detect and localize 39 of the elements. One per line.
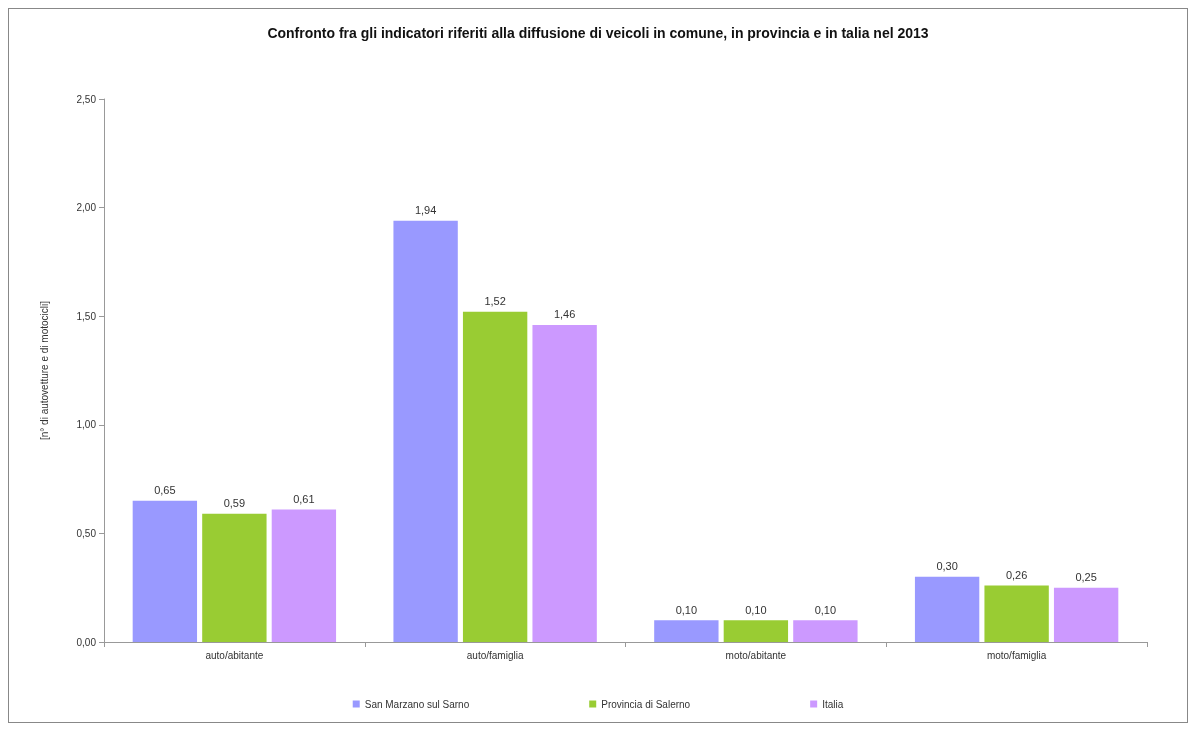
bar xyxy=(654,620,719,642)
legend-label: Provincia di Salerno xyxy=(601,698,691,710)
bar xyxy=(984,585,1049,642)
data-label: 0,26 xyxy=(1005,569,1028,582)
bar xyxy=(132,500,198,642)
bar xyxy=(462,311,528,642)
chart-title: Confronto fra gli indicatori riferiti alla diffusione di veicoli in comune, in provincia e in talia nel 2013 xyxy=(267,25,929,41)
y-tick-label: 1,50 xyxy=(76,310,97,322)
y-tick-label: 2,50 xyxy=(76,93,97,105)
bar xyxy=(1053,587,1119,642)
y-tick-label: 0,50 xyxy=(76,527,97,539)
bar xyxy=(532,324,597,642)
y-tick-label: 0,00 xyxy=(76,636,97,648)
y-tick-label: 2,00 xyxy=(76,202,97,214)
data-label: 0,30 xyxy=(936,560,958,573)
data-label: 0,10 xyxy=(814,603,837,616)
x-tick-label: moto/abitante xyxy=(725,649,787,661)
x-tick-label: auto/abitante xyxy=(205,649,264,661)
data-label: 1,46 xyxy=(553,308,576,321)
data-label: 1,52 xyxy=(484,295,506,308)
bar xyxy=(202,513,267,642)
data-label: 0,25 xyxy=(1075,571,1097,584)
bar xyxy=(914,576,980,642)
data-label: 0,59 xyxy=(223,497,246,510)
x-tick-label: moto/famiglia xyxy=(986,649,1047,661)
x-tick-label: auto/famiglia xyxy=(466,649,524,661)
data-label: 1,94 xyxy=(414,204,437,217)
y-tick-label: 1,00 xyxy=(76,419,97,431)
bar xyxy=(271,509,337,642)
bar xyxy=(393,220,458,642)
legend-label: San Marzano sul Sarno xyxy=(364,698,470,710)
data-label: 0,10 xyxy=(675,603,698,616)
data-label: 0,61 xyxy=(293,493,315,506)
bar xyxy=(793,620,858,642)
bar xyxy=(723,620,789,642)
y-axis-title: [n° di autovetture e di motocicli] xyxy=(38,300,50,441)
data-label: 0,65 xyxy=(154,484,176,497)
legend-label: Italia xyxy=(822,698,844,710)
data-label: 0,10 xyxy=(745,603,767,616)
